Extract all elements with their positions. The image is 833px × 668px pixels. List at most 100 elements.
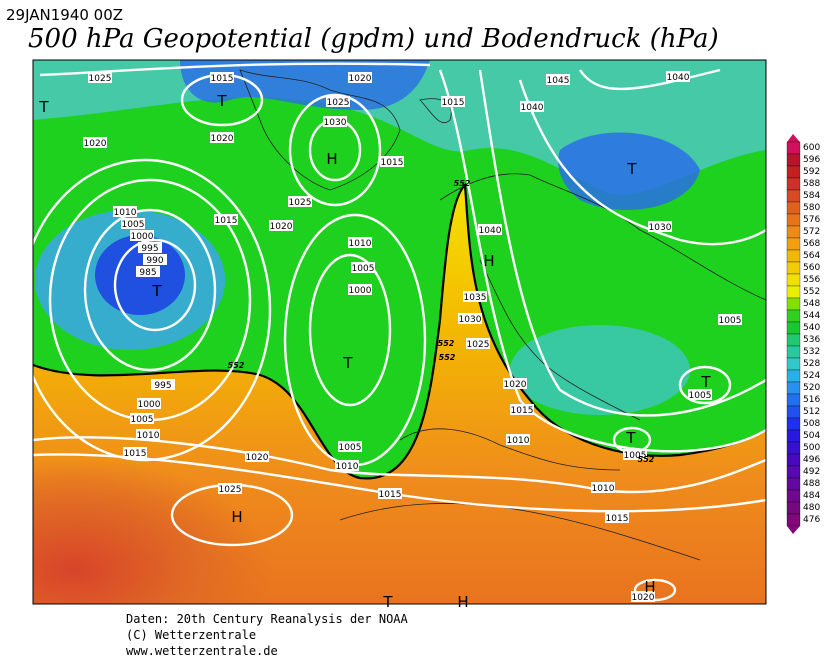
- colorbar-cap: [787, 526, 800, 534]
- isobar-label: 1035: [464, 293, 487, 303]
- isobar-label: 1010: [336, 462, 359, 472]
- colorbar-label: 584: [803, 191, 820, 201]
- colorbar-swatch: [786, 381, 801, 395]
- pressure-center: H: [326, 150, 337, 168]
- contour-label: 552: [439, 353, 456, 362]
- isobar-label: 1015: [606, 514, 629, 524]
- isobar-label: 1005: [689, 391, 712, 401]
- colorbar-swatch: [786, 285, 801, 299]
- isobar-label-bg: [466, 338, 490, 349]
- colorbar-label: 596: [803, 155, 820, 165]
- colorbar-label: 508: [803, 419, 820, 429]
- isobar-label: 1030: [459, 315, 482, 325]
- isobar-label: 1040: [667, 73, 690, 83]
- isobar-label: 1020: [349, 74, 372, 84]
- colorbar-swatch: [786, 441, 801, 455]
- isobar-label: 1015: [124, 449, 147, 459]
- isobar-label: 1030: [649, 223, 672, 233]
- isobar-label-bg: [121, 218, 145, 229]
- isobar-label-bg: [210, 72, 234, 83]
- contour-labels: 552 552 552 552 552: [228, 179, 655, 464]
- isobar-label-bg: [478, 224, 502, 235]
- colorbar-swatch: [786, 237, 801, 251]
- colorbar-label: 476: [803, 515, 820, 525]
- colorbar-label: 488: [803, 479, 820, 489]
- field-cyan: [510, 325, 690, 415]
- isobar-label: 1025: [327, 98, 350, 108]
- colorbar-swatch: [786, 429, 801, 443]
- colorbar-swatch: [786, 489, 801, 503]
- colorbar-label: 548: [803, 299, 820, 309]
- isobar-label: 1005: [339, 443, 362, 453]
- isobar-label: 1005: [131, 415, 154, 425]
- isobar-label-bg: [463, 291, 487, 302]
- pressure-centers: T T H T T H T T T H T H H: [38, 92, 711, 611]
- colorbar-swatch: [786, 213, 801, 227]
- colorbar-label: 540: [803, 323, 820, 333]
- isobar-label: 1020: [632, 593, 655, 603]
- isobar-label-bg: [210, 132, 234, 143]
- colorbar-label: 592: [803, 167, 820, 177]
- isobar-label-bg: [214, 214, 238, 225]
- pressure-center: T: [151, 282, 162, 300]
- isobar-label-bg: [666, 71, 690, 82]
- isobar-label-bg: [510, 404, 534, 415]
- isobar-label: 1005: [719, 316, 742, 326]
- isobar-label: 985: [139, 268, 156, 278]
- isobar-label: 1010: [137, 431, 160, 441]
- isobar-label: 1040: [479, 226, 502, 236]
- isobar-label-bg: [88, 72, 112, 83]
- colorbar-label: 496: [803, 455, 820, 465]
- colorbar-swatch: [786, 201, 801, 215]
- isobar-label-bg: [113, 206, 137, 217]
- map-area: [33, 60, 766, 604]
- pressure-center: T: [382, 593, 393, 611]
- pressure-center: H: [231, 508, 242, 526]
- pressure-center: H: [483, 252, 494, 270]
- isobar-label: 1000: [131, 232, 154, 242]
- isobar-label-bg: [631, 591, 655, 602]
- isobar-label-bg: [688, 389, 712, 400]
- isobar-label-bg: [137, 398, 161, 409]
- isobar-label: 1010: [114, 208, 137, 218]
- colorbar-swatch: [786, 345, 801, 359]
- colorbar-swatch: [786, 417, 801, 431]
- isobar-label-bg: [151, 379, 175, 390]
- colorbar-label: 512: [803, 407, 820, 417]
- colorbar-swatch: [786, 165, 801, 179]
- isobar-label-bg: [380, 156, 404, 167]
- isobar-label-bg: [441, 96, 465, 107]
- colorbar-swatch: [786, 369, 801, 383]
- pressure-center: H: [457, 593, 468, 611]
- isobar-label-bg: [288, 196, 312, 207]
- isobar-label-bg: [348, 284, 372, 295]
- isobar-label: 1030: [324, 118, 347, 128]
- isobar-label: 1000: [138, 400, 161, 410]
- contour-label: 552: [638, 455, 655, 464]
- colorbar-label: 568: [803, 239, 820, 249]
- isobar-label: 1015: [442, 98, 465, 108]
- colorbar-label: 524: [803, 371, 820, 381]
- isobar-label-bg: [323, 116, 347, 127]
- isobar-label: 1020: [270, 222, 293, 232]
- colorbar-swatch: [786, 357, 801, 371]
- isobar-label-bg: [591, 482, 615, 493]
- contour-label: 552: [228, 361, 245, 370]
- isobar-label-bg: [520, 101, 544, 112]
- isobar-label-bg: [130, 230, 154, 241]
- isobar-label-bg: [351, 262, 375, 273]
- colorbar-label: 576: [803, 215, 820, 225]
- isobar-label: 1025: [89, 74, 112, 84]
- isobar-label: 1010: [592, 484, 615, 494]
- pressure-center: T: [625, 429, 636, 447]
- colorbar-swatch: [786, 501, 801, 515]
- isobar-label-bg: [648, 221, 672, 232]
- colorbar-label: 500: [803, 443, 820, 453]
- colorbar-label: 516: [803, 395, 820, 405]
- isobar-label: 1025: [219, 485, 242, 495]
- colorbar-label: 564: [803, 251, 820, 261]
- colorbar-swatch: [786, 261, 801, 275]
- colorbar-label: 480: [803, 503, 820, 513]
- colorbar-swatch: [786, 465, 801, 479]
